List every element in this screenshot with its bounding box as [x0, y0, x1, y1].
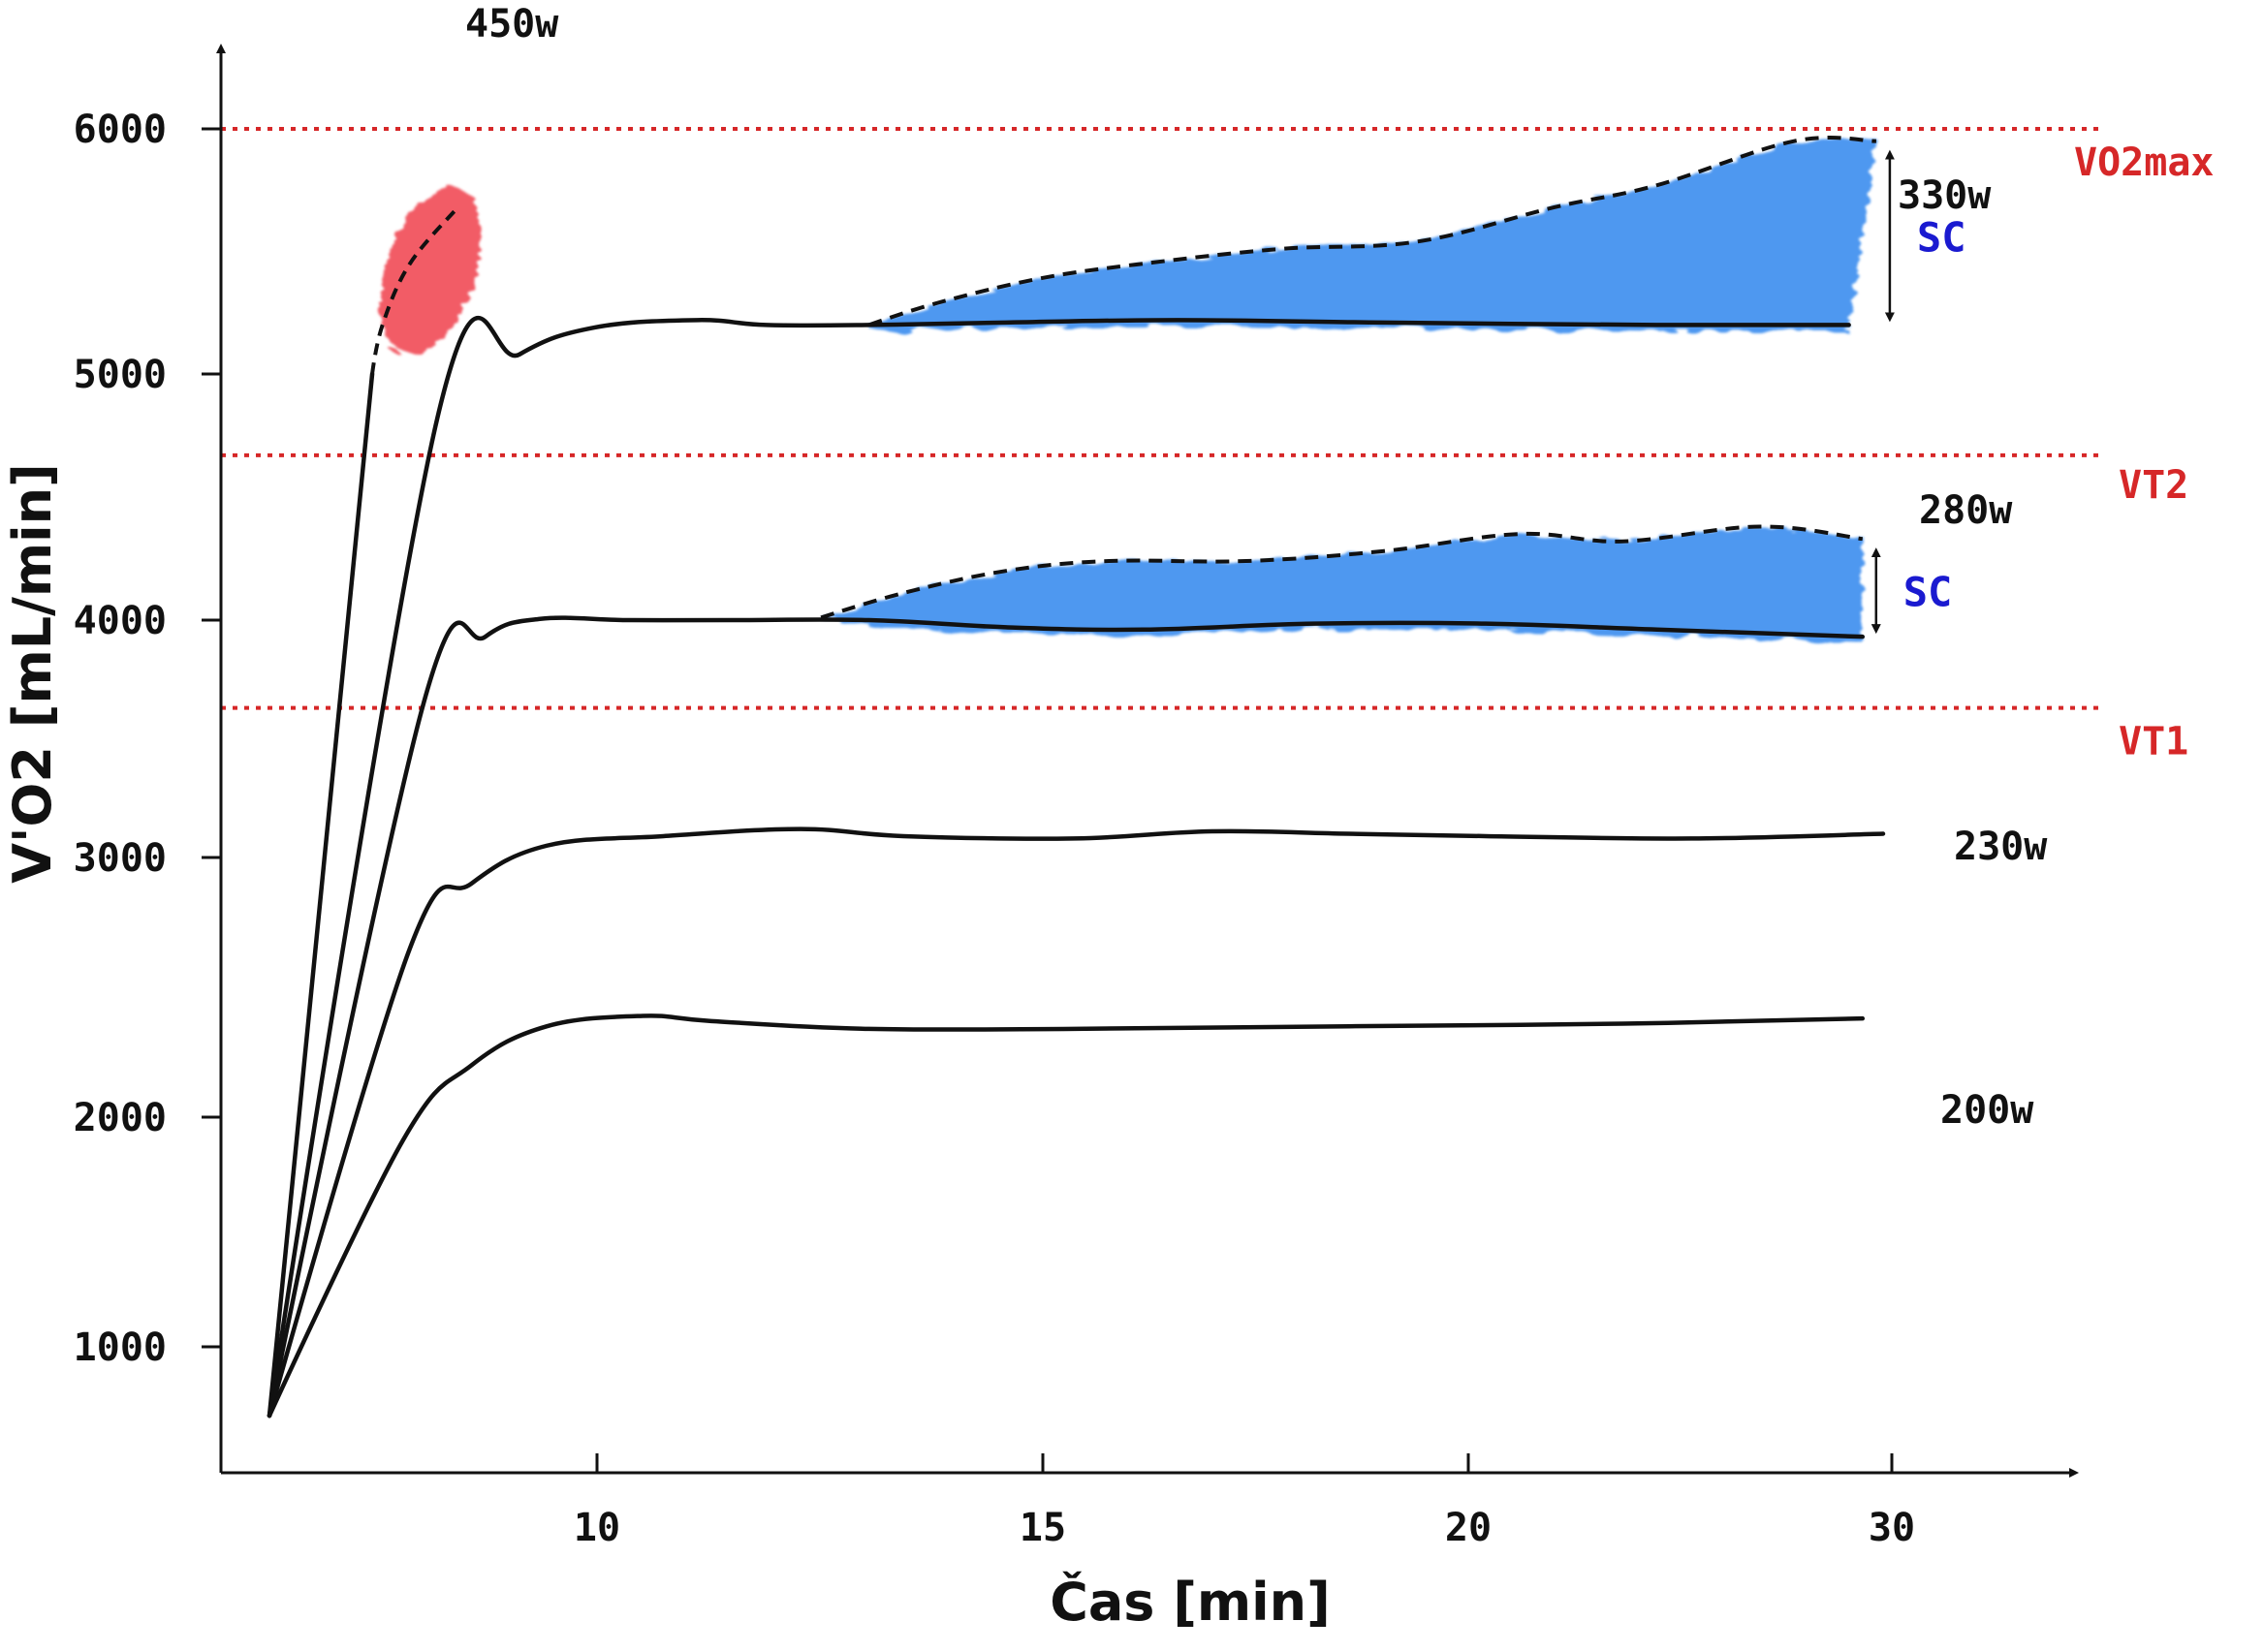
series-lines: [267, 136, 1895, 1418]
y-tick-label-1000: 1000: [74, 1325, 167, 1370]
series-line-200w: [267, 1013, 1866, 1418]
series-label-230w: 230w: [1954, 825, 2048, 869]
series-line-280w: [267, 615, 1866, 1418]
sc-label-330w: SC: [1917, 214, 1966, 262]
x-tick-label-20: 20: [1445, 1506, 1492, 1550]
y-tick-label-5000: 5000: [74, 353, 167, 397]
ref-label-vo2max: VO2max: [2074, 140, 2215, 185]
x-tick-label-30: 30: [1869, 1506, 1915, 1550]
exhaustion-marker-450w: [380, 186, 481, 356]
y-tick-label-4000: 4000: [74, 599, 167, 643]
y-tick-label-6000: 6000: [74, 108, 167, 152]
axis-ticks: 1000 2000 3000 4000 5000 6000 10 15 20 30: [74, 108, 1915, 1550]
ref-label-vt1: VT1: [2119, 720, 2188, 764]
series-label-450w: 450w: [465, 2, 559, 47]
axes: [216, 44, 2079, 1478]
sc-area-280w: [821, 526, 1863, 643]
series-line-230w: [267, 826, 1886, 1418]
sc-upper-line-330w: [867, 136, 1876, 327]
series-label-280w: 280w: [1919, 488, 2013, 533]
series-label-200w: 200w: [1940, 1088, 2034, 1133]
y-axis-title: V'O2 [mL/min]: [2, 463, 63, 884]
series-label-330w: 330w: [1898, 173, 1992, 218]
ref-label-vt2: VT2: [2119, 463, 2188, 508]
x-tick-label-15: 15: [1020, 1506, 1066, 1550]
series-line-450w: [267, 371, 375, 1418]
slow-component-areas: [821, 140, 1876, 643]
y-tick-label-2000: 2000: [74, 1096, 167, 1140]
series-line-330w: [267, 315, 1851, 1418]
x-axis-title: Čas [min]: [1050, 1572, 1331, 1633]
sc-upper-line-280w: [820, 524, 1864, 620]
series-extension-450w: [370, 205, 459, 375]
x-tick-label-10: 10: [574, 1506, 620, 1550]
sc-area-330w: [868, 140, 1876, 331]
exhaustion-markers: [380, 186, 481, 356]
y-tick-label-3000: 3000: [74, 836, 167, 881]
sc-label-280w: SC: [1903, 569, 1953, 616]
